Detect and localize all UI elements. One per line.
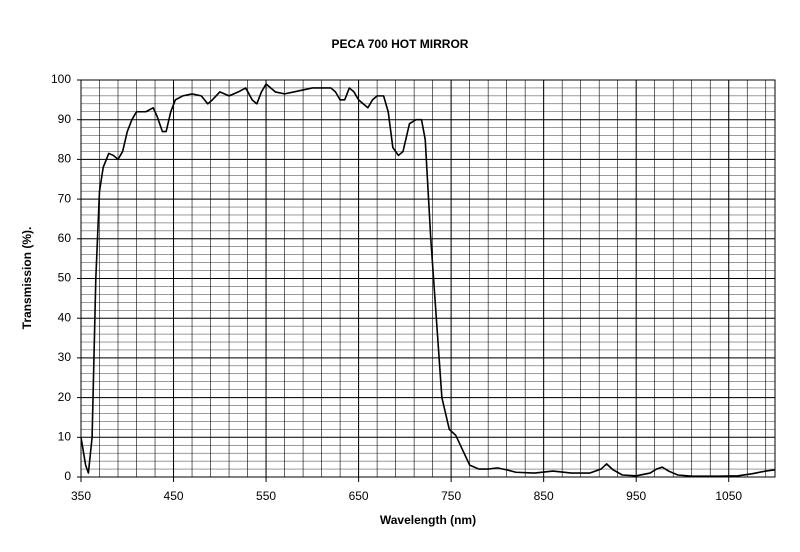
y-tick-label: 0 <box>64 469 71 483</box>
plot-border <box>80 79 776 478</box>
x-axis-label: Wavelength (nm) <box>380 513 476 527</box>
chart-title: PECA 700 HOT MIRROR <box>332 37 469 51</box>
x-tick-label: 350 <box>71 489 91 503</box>
y-tick-label: 90 <box>58 112 72 126</box>
x-tick-label: 750 <box>441 489 461 503</box>
y-tick-label: 20 <box>58 390 72 404</box>
x-tick-label: 950 <box>626 489 646 503</box>
y-axis-label: Transmission (%). <box>20 227 34 330</box>
y-tick-label: 80 <box>58 152 72 166</box>
y-tick-label: 60 <box>58 231 72 245</box>
x-tick-label: 650 <box>349 489 369 503</box>
x-tick-label: 850 <box>534 489 554 503</box>
y-tick-label: 70 <box>58 191 72 205</box>
y-tick-label: 30 <box>58 350 72 364</box>
x-tick-label: 450 <box>164 489 184 503</box>
x-tick-label: 1050 <box>715 489 742 503</box>
y-tick-label: 50 <box>58 271 72 285</box>
y-tick-label: 100 <box>51 72 71 86</box>
data-line <box>80 83 776 478</box>
y-tick-label: 40 <box>58 310 72 324</box>
y-tick-label: 10 <box>58 429 72 443</box>
x-tick-label: 550 <box>256 489 276 503</box>
